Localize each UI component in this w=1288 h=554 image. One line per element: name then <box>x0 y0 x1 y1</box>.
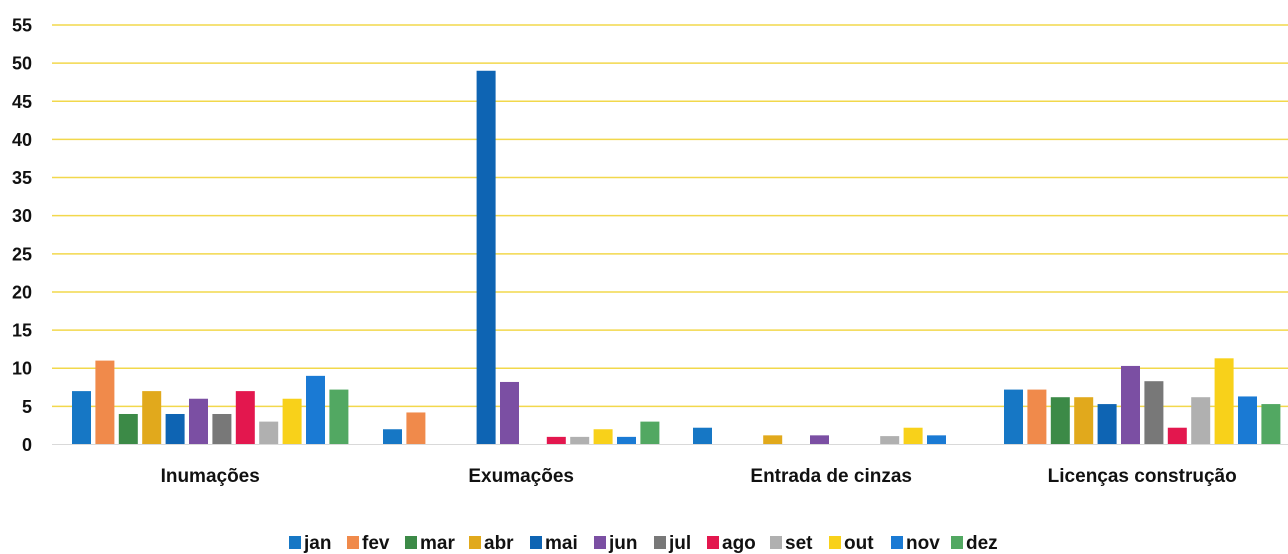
legend-swatch-dez <box>951 536 963 549</box>
bar-nov <box>306 375 325 445</box>
legend-label-nov: nov <box>906 533 940 554</box>
bar-dez <box>329 389 349 445</box>
legend-label-mar: mar <box>420 533 455 554</box>
bar-set <box>1191 397 1211 445</box>
bar-jan <box>1004 389 1023 445</box>
legend-label-jun: jun <box>608 533 638 554</box>
bar-dez <box>640 421 660 445</box>
bar-jun <box>189 398 208 445</box>
legend-label-jan: jan <box>303 533 331 554</box>
bar-set <box>259 421 279 445</box>
legend-swatch-jun <box>594 536 606 549</box>
legend-swatch-out <box>829 536 841 549</box>
bar-abr <box>763 435 783 445</box>
bar-out <box>903 427 923 445</box>
legend-swatch-mai <box>530 536 542 549</box>
bar-fev <box>1027 389 1047 445</box>
legend-label-mai: mai <box>545 533 578 554</box>
legend-swatch-mar <box>405 536 417 549</box>
bar-mar <box>1050 397 1070 445</box>
y-tick-label: 50 <box>12 54 32 74</box>
bar-out <box>1214 358 1234 445</box>
legend-label-jul: jul <box>668 533 691 554</box>
category-label: Entrada de cinzas <box>750 466 912 487</box>
bar-nov <box>1238 396 1257 445</box>
bar-nov <box>617 436 636 445</box>
bar-abr <box>142 391 162 445</box>
legend-swatch-set <box>770 536 782 549</box>
legend-label-out: out <box>844 533 874 554</box>
bar-mai <box>1097 404 1117 445</box>
bar-nov <box>927 435 946 445</box>
y-tick-label: 30 <box>12 206 32 226</box>
y-tick-label: 25 <box>12 244 32 264</box>
bar-fev <box>95 360 115 445</box>
bar-abr <box>1074 397 1094 445</box>
bar-mar <box>118 413 138 445</box>
legend-swatch-jan <box>289 536 301 549</box>
bar-jun <box>500 381 519 445</box>
bar-out <box>593 429 613 445</box>
legend-label-ago: ago <box>722 533 756 554</box>
y-tick-label: 10 <box>12 359 32 379</box>
y-tick-label: 55 <box>12 16 32 36</box>
bar-set <box>570 436 590 445</box>
y-tick-label: 40 <box>12 130 32 150</box>
bar-fev <box>406 412 426 445</box>
legend-label-set: set <box>785 533 813 554</box>
legend-label-fev: fev <box>362 533 390 554</box>
category-label: Licenças construção <box>1048 466 1237 487</box>
bar-jan <box>72 391 91 445</box>
legend-label-dez: dez <box>966 533 998 554</box>
bar-jul <box>1144 381 1164 445</box>
legend-label-abr: abr <box>484 533 514 554</box>
y-tick-label: 15 <box>12 321 32 341</box>
category-label: Inumações <box>161 466 260 487</box>
bar-dez <box>1261 404 1281 445</box>
bar-ago <box>235 391 255 445</box>
y-tick-label: 5 <box>22 397 32 417</box>
y-tick-label: 0 <box>22 435 32 455</box>
legend-swatch-fev <box>347 536 359 549</box>
y-tick-label: 45 <box>12 92 32 112</box>
legend-swatch-abr <box>469 536 481 549</box>
bar-jan <box>693 427 712 445</box>
y-tick-label: 20 <box>12 282 32 302</box>
bar-out <box>282 398 302 445</box>
bar-jun <box>1121 365 1140 445</box>
bar-mai <box>476 70 496 445</box>
legend-swatch-jul <box>654 536 666 549</box>
category-label: Exumações <box>468 466 574 487</box>
bar-set <box>880 436 900 445</box>
y-tick-label: 35 <box>12 168 32 188</box>
bar-jul <box>212 413 232 445</box>
bar-ago <box>1167 427 1187 445</box>
legend-swatch-ago <box>707 536 719 549</box>
bar-mai <box>165 413 185 445</box>
bar-ago <box>546 436 566 445</box>
bar-jan <box>383 429 402 445</box>
legend-swatch-nov <box>891 536 903 549</box>
bar-jun <box>810 435 829 445</box>
